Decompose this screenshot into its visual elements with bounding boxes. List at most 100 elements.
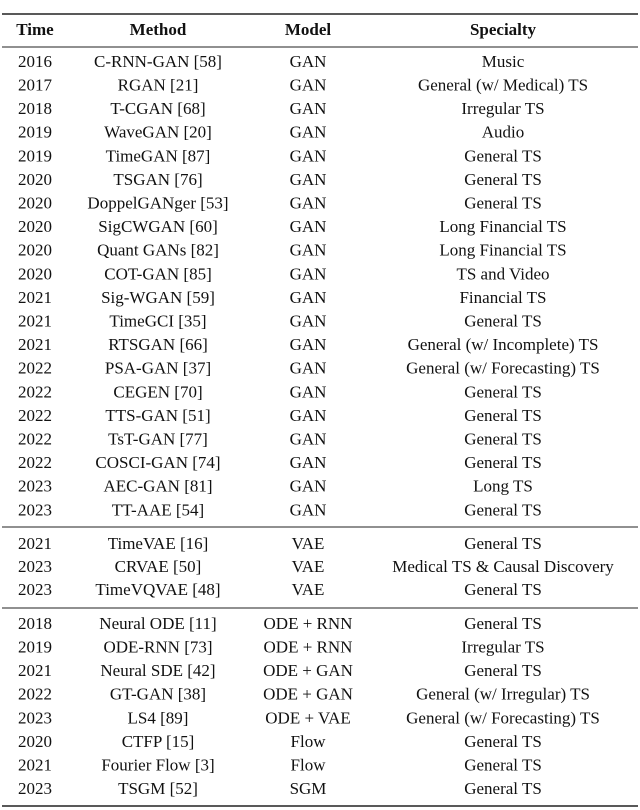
cell: 2023: [18, 580, 52, 599]
cell: GAN: [290, 453, 327, 472]
cell: General TS: [464, 756, 542, 775]
cell: CRVAE [50]: [115, 557, 202, 576]
cell: 2016: [18, 52, 52, 71]
cell: 2020: [18, 732, 52, 751]
cell: General TS: [464, 580, 542, 599]
cell: 2021: [18, 756, 52, 775]
cell: Medical TS & Causal Discovery: [392, 557, 614, 576]
cell: GAN: [290, 52, 327, 71]
cell: 2022: [18, 382, 52, 401]
cell: COSCI-GAN [74]: [95, 453, 220, 472]
cell: TimeGAN [87]: [106, 146, 211, 165]
cell: Audio: [482, 123, 525, 142]
cell: 2021: [18, 335, 52, 354]
cell: VAE: [292, 534, 325, 553]
cell: General (w/ Incomplete) TS: [408, 335, 599, 354]
cell: GAN: [290, 99, 327, 118]
cell: CEGEN [70]: [113, 382, 202, 401]
cell: TTS-GAN [51]: [105, 406, 210, 425]
header-cell: Model: [285, 20, 332, 39]
cell: GAN: [290, 170, 327, 189]
cell: TS and Video: [456, 264, 549, 283]
cell: ODE + GAN: [263, 685, 353, 704]
cell: Long Financial TS: [439, 241, 566, 260]
cell: Irregular TS: [461, 99, 544, 118]
cell: TT-AAE [54]: [112, 500, 204, 519]
header-cell: Time: [16, 20, 54, 39]
cell: GAN: [290, 500, 327, 519]
cell: Flow: [291, 732, 327, 751]
cell: Irregular TS: [461, 638, 544, 657]
cell: GAN: [290, 288, 327, 307]
cell: 2020: [18, 264, 52, 283]
cell: General TS: [464, 406, 542, 425]
cell: PSA-GAN [37]: [105, 359, 211, 378]
cell: Fourier Flow [3]: [101, 756, 214, 775]
cell: ODE + RNN: [264, 638, 353, 657]
cell: 2018: [18, 99, 52, 118]
cell: GAN: [290, 241, 327, 260]
cell: Financial TS: [459, 288, 546, 307]
cell: SigCWGAN [60]: [98, 217, 217, 236]
cell: Music: [482, 52, 525, 71]
cell: AEC-GAN [81]: [103, 477, 212, 496]
cell: 2021: [18, 288, 52, 307]
cell: Neural ODE [11]: [99, 614, 216, 633]
cell: General (w/ Irregular) TS: [416, 685, 590, 704]
header-cell: Method: [130, 20, 187, 39]
cell: 2018: [18, 614, 52, 633]
cell: GAN: [290, 123, 327, 142]
cell: 2022: [18, 685, 52, 704]
cell: VAE: [292, 557, 325, 576]
cell: 2021: [18, 534, 52, 553]
cell: 2023: [18, 708, 52, 727]
cell: 2022: [18, 430, 52, 449]
cell: Flow: [291, 756, 327, 775]
cell: General TS: [464, 146, 542, 165]
cell: 2020: [18, 170, 52, 189]
cell: RGAN [21]: [118, 76, 199, 95]
cell: T-CGAN [68]: [110, 99, 205, 118]
cell: 2023: [18, 500, 52, 519]
cell: ODE + VAE: [265, 708, 350, 727]
cell: 2023: [18, 557, 52, 576]
cell: GT-GAN [38]: [110, 685, 206, 704]
cell: Long Financial TS: [439, 217, 566, 236]
cell: General TS: [464, 382, 542, 401]
cell: General TS: [464, 779, 542, 798]
cell: SGM: [290, 779, 327, 798]
cell: Quant GANs [82]: [97, 241, 219, 260]
cell: TimeVAE [16]: [108, 534, 209, 553]
cell: Long TS: [473, 477, 533, 496]
cell: 2017: [18, 76, 53, 95]
cell: General TS: [464, 430, 542, 449]
cell: GAN: [290, 76, 327, 95]
cell: C-RNN-GAN [58]: [94, 52, 222, 71]
cell: 2020: [18, 217, 52, 236]
cell: General TS: [464, 732, 542, 751]
cell: 2020: [18, 194, 52, 213]
cell: 2019: [18, 638, 52, 657]
cell: GAN: [290, 194, 327, 213]
cell: TSGAN [76]: [113, 170, 202, 189]
cell: General TS: [464, 312, 542, 331]
cell: General TS: [464, 194, 542, 213]
cell: 2022: [18, 453, 52, 472]
cell: GAN: [290, 359, 327, 378]
cell: 2022: [18, 406, 52, 425]
cell: 2021: [18, 661, 52, 680]
cell: TimeGCI [35]: [109, 312, 206, 331]
cell: General TS: [464, 661, 542, 680]
cell: COT-GAN [85]: [104, 264, 212, 283]
cell: General TS: [464, 170, 542, 189]
cell: 2022: [18, 359, 52, 378]
cell: GAN: [290, 217, 327, 236]
cell: ODE + GAN: [263, 661, 353, 680]
cell: RTSGAN [66]: [108, 335, 208, 354]
cell: GAN: [290, 406, 327, 425]
cell: GAN: [290, 335, 327, 354]
cell: General (w/ Forecasting) TS: [406, 708, 600, 727]
cell: VAE: [292, 580, 325, 599]
cell: 2023: [18, 779, 52, 798]
